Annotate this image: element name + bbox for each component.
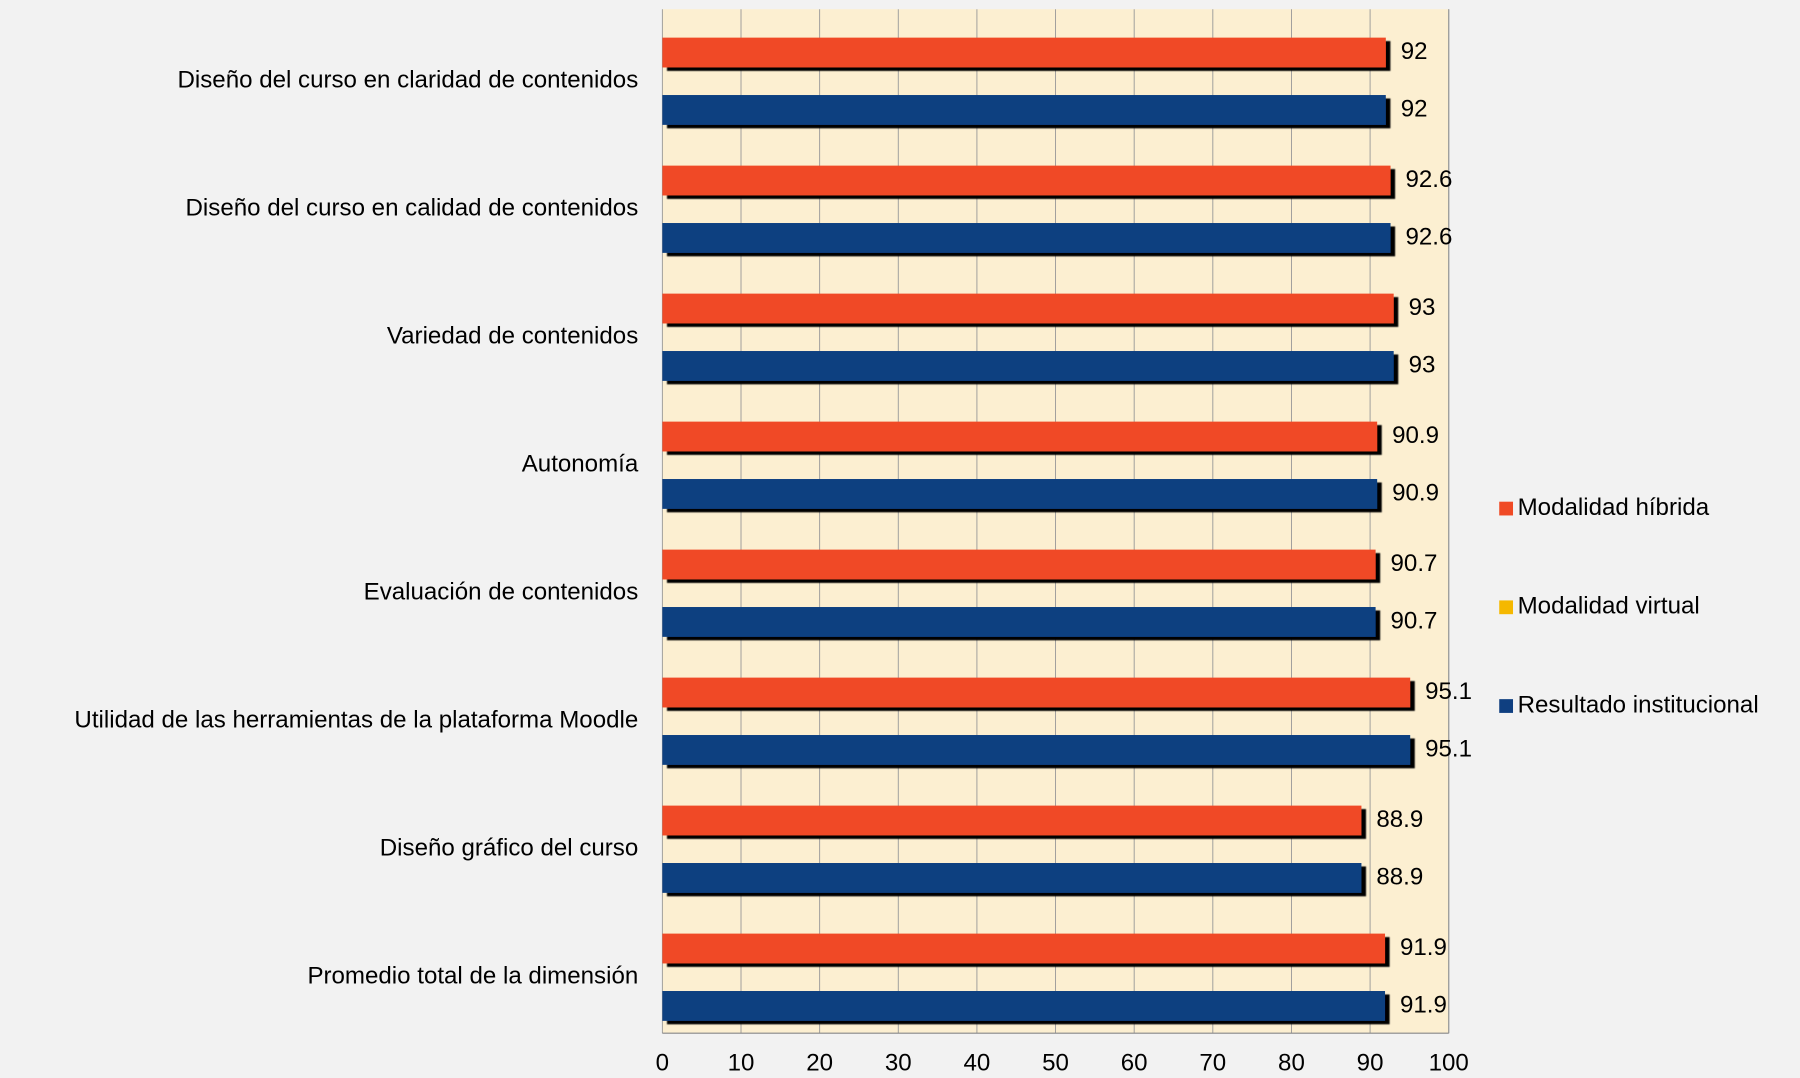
- x-tick-label: 10: [728, 1050, 755, 1077]
- x-tick-label: 100: [1429, 1050, 1469, 1077]
- bar: [662, 549, 1376, 580]
- data-label: 88.9: [1376, 806, 1423, 833]
- legend-label: Modalidad híbrida: [1518, 494, 1710, 521]
- y-tick-label: Utilidad de las herramientas de la plata…: [74, 707, 638, 734]
- x-tick-label: 40: [964, 1050, 991, 1077]
- bar: [662, 735, 1411, 765]
- legend-marker: [1499, 600, 1514, 615]
- bar: [662, 933, 1386, 964]
- data-label: 90.7: [1391, 607, 1438, 634]
- data-label: 95.1: [1425, 735, 1472, 762]
- y-tick-label: Variedad de contenidos: [387, 323, 638, 350]
- bar: [662, 991, 1386, 1021]
- legend-marker: [1499, 501, 1514, 516]
- data-label: 90.9: [1392, 422, 1439, 449]
- bar: [662, 479, 1378, 509]
- data-label: 92: [1401, 95, 1428, 122]
- x-tick-label: 70: [1199, 1050, 1226, 1077]
- data-label: 88.9: [1376, 863, 1423, 890]
- legend-marker: [1499, 699, 1514, 713]
- data-label: 91.9: [1400, 991, 1447, 1018]
- data-label: 92.6: [1405, 223, 1452, 250]
- bar: [662, 223, 1391, 253]
- x-tick-label: 20: [806, 1050, 833, 1077]
- y-tick-label: Diseño del curso en calidad de contenido…: [186, 195, 639, 222]
- y-tick-label: Diseño del curso en claridad de contenid…: [178, 67, 639, 94]
- data-label: 95.1: [1425, 678, 1472, 705]
- y-tick-label: Diseño gráfico del curso: [380, 835, 638, 862]
- x-tick-label: 50: [1042, 1050, 1069, 1077]
- x-tick-label: 90: [1357, 1050, 1384, 1077]
- x-tick-label: 60: [1121, 1050, 1148, 1077]
- bar: [662, 421, 1378, 452]
- y-tick-label: Autonomía: [522, 451, 639, 478]
- y-tick-label: Promedio total de la dimensión: [307, 963, 638, 990]
- data-label: 93: [1409, 351, 1436, 378]
- bar: [662, 805, 1362, 836]
- y-tick-label: Evaluación de contenidos: [364, 579, 639, 606]
- bar: [662, 607, 1376, 637]
- data-label: 93: [1409, 294, 1436, 321]
- bar: [662, 165, 1391, 196]
- data-label: 91.9: [1400, 934, 1447, 961]
- bar: [662, 677, 1411, 708]
- x-tick-label: 0: [656, 1050, 669, 1077]
- bar: [662, 351, 1394, 381]
- data-label: 92: [1401, 38, 1428, 65]
- bar: [662, 863, 1362, 893]
- x-tick-label: 80: [1278, 1050, 1305, 1077]
- data-label: 92.6: [1405, 166, 1452, 193]
- bar: [662, 293, 1394, 324]
- data-label: 90.9: [1392, 479, 1439, 506]
- legend-label: Modalidad virtual: [1518, 593, 1700, 620]
- bar: [662, 95, 1386, 125]
- x-tick-label: 30: [885, 1050, 912, 1077]
- bar: [662, 37, 1386, 68]
- legend-label: Resultado institucional: [1518, 691, 1759, 718]
- data-label: 90.7: [1391, 550, 1438, 577]
